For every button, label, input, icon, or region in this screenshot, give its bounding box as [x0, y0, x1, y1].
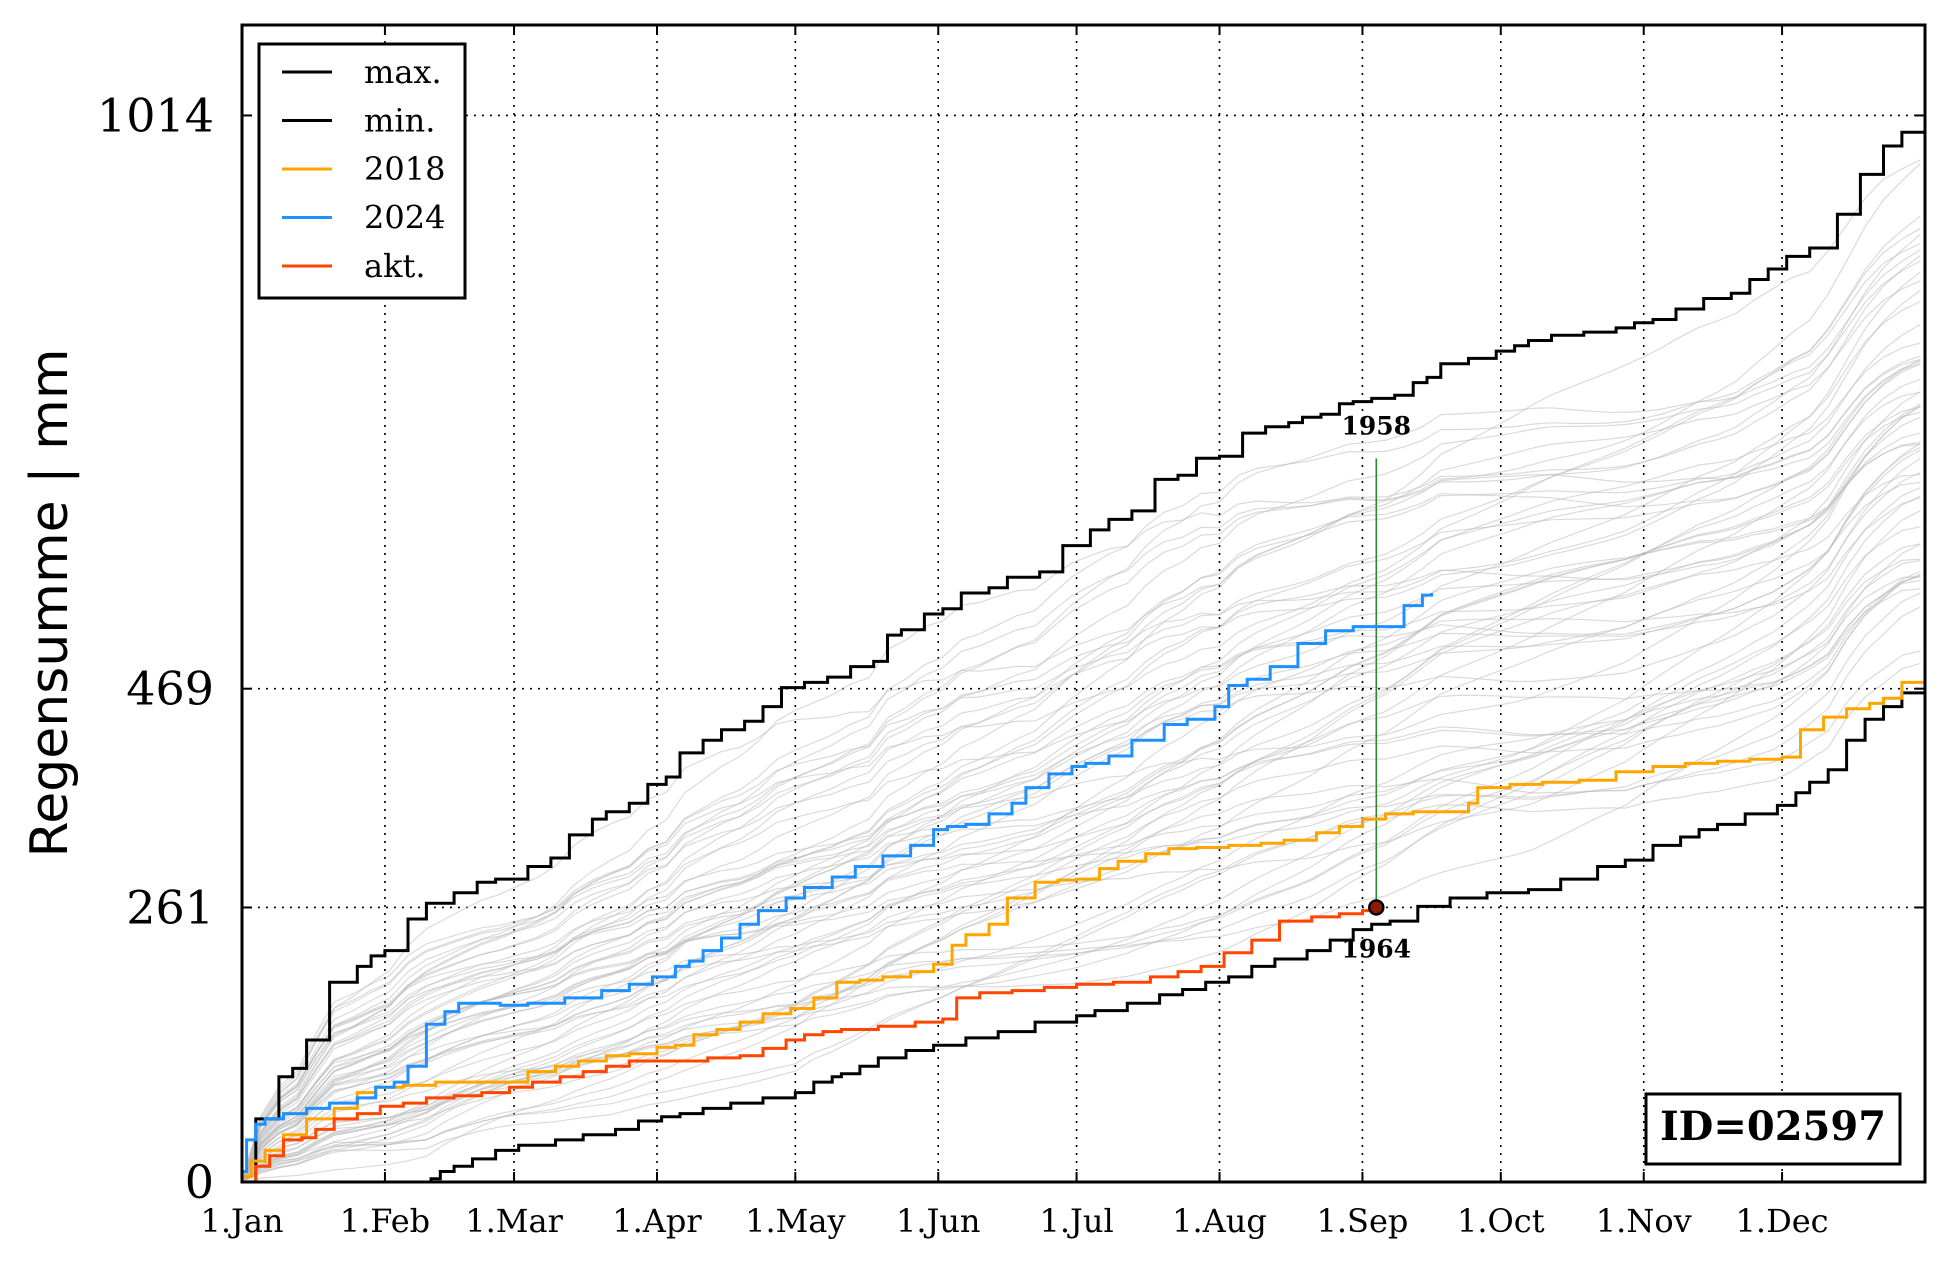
- background-year-line: [241, 588, 1921, 1183]
- background-year-line: [241, 481, 1921, 1183]
- x-tick-label: 1.Mar: [465, 1202, 563, 1240]
- legend-label: min.: [364, 102, 435, 140]
- legend-box: [257, 42, 467, 300]
- legend-label: max.: [364, 53, 442, 91]
- background-year-line: [241, 215, 1921, 1183]
- annotation-max-year: 1958: [1341, 411, 1411, 440]
- background-year-line: [241, 234, 1921, 1183]
- background-year-line: [241, 495, 1921, 1183]
- legend-label: akt.: [364, 247, 426, 285]
- series-line-2024: [242, 593, 1434, 1173]
- y-tick-label: 0: [185, 1155, 214, 1209]
- x-tick-label: 1.Aug: [1172, 1202, 1267, 1240]
- y-axis-ticks: 0 261 469 1014: [97, 88, 1925, 1209]
- background-year-line: [241, 576, 1921, 1183]
- background-year-line: [241, 570, 1921, 1183]
- x-tick-label: 1.Sep: [1317, 1202, 1409, 1240]
- y-tick-label: 261: [126, 880, 214, 934]
- background-year-line: [241, 391, 1921, 1183]
- background-year-line: [241, 271, 1921, 1183]
- background-year-line: [241, 446, 1921, 1183]
- y-tick-label: 469: [126, 662, 214, 716]
- background-year-lines: [241, 159, 1921, 1183]
- x-tick-label: 1.Dec: [1736, 1202, 1829, 1240]
- background-year-line: [241, 360, 1921, 1183]
- series-line-2018: [242, 679, 1927, 1179]
- background-year-line: [241, 471, 1921, 1183]
- background-year-line: [241, 487, 1921, 1183]
- series-lines: [242, 115, 1927, 1184]
- background-year-line: [241, 662, 1921, 1183]
- current-value-marker: [1368, 899, 1385, 916]
- x-tick-label: 1.Jul: [1039, 1202, 1113, 1240]
- series-line-akt: [242, 907, 1378, 1184]
- background-year-line: [241, 159, 1921, 1183]
- background-year-line: [241, 323, 1921, 1183]
- background-year-line: [241, 404, 1921, 1183]
- annotation-min-year: 1964: [1341, 934, 1411, 963]
- background-year-line: [241, 358, 1921, 1183]
- x-tick-label: 1.Apr: [612, 1202, 702, 1240]
- background-year-line: [241, 543, 1921, 1183]
- background-year-line: [241, 249, 1921, 1183]
- background-year-line: [241, 650, 1921, 1183]
- background-year-line: [241, 363, 1921, 1183]
- background-year-line: [241, 579, 1921, 1183]
- background-year-line: [241, 416, 1921, 1183]
- station-id-box: ID=02597: [1644, 1092, 1902, 1166]
- background-year-line: [241, 592, 1921, 1183]
- y-tick-label: 1014: [97, 88, 214, 142]
- x-tick-label: 1.Feb: [340, 1202, 430, 1240]
- background-year-line: [241, 243, 1921, 1183]
- background-year-line: [241, 378, 1921, 1183]
- legend-label: 2018: [364, 150, 445, 188]
- background-year-line: [241, 260, 1921, 1183]
- background-year-line: [241, 411, 1921, 1183]
- series-line-max: [242, 115, 1927, 1184]
- x-tick-label: 1.Oct: [1457, 1202, 1545, 1240]
- background-year-line: [241, 358, 1921, 1183]
- background-year-line: [241, 576, 1921, 1183]
- legend-label: 2024: [364, 199, 445, 237]
- x-tick-label: 1.Jan: [200, 1202, 283, 1240]
- x-axis-ticks: 1.Jan 1.Feb 1.Mar 1.Apr 1.May 1.Jun 1.Jul 1.Aug…: [200, 25, 1829, 1240]
- background-year-line: [241, 363, 1921, 1183]
- background-year-line: [241, 457, 1921, 1183]
- background-year-line: [241, 559, 1921, 1183]
- background-year-line: [241, 280, 1921, 1183]
- y-axis-label: Regensumme | mm: [20, 349, 80, 858]
- background-year-line: [241, 227, 1921, 1183]
- x-tick-label: 1.Nov: [1596, 1202, 1692, 1240]
- background-year-line: [241, 442, 1921, 1183]
- grid: [242, 25, 1925, 1182]
- series-line-min: [242, 688, 1927, 1184]
- background-year-line: [241, 300, 1921, 1183]
- legend: max. min. 2018 2024 akt.: [257, 42, 467, 300]
- x-tick-label: 1.Jun: [896, 1202, 981, 1240]
- background-year-line: [241, 526, 1921, 1183]
- station-id-label: ID=02597: [1660, 1103, 1886, 1150]
- background-year-line: [241, 162, 1921, 1183]
- x-tick-label: 1.May: [745, 1202, 845, 1240]
- background-year-line: [241, 473, 1921, 1183]
- background-year-line: [241, 574, 1921, 1183]
- background-year-line: [241, 289, 1921, 1183]
- background-year-line: [241, 255, 1921, 1183]
- background-year-line: [241, 573, 1921, 1183]
- plot-frame: [240, 23, 1927, 1184]
